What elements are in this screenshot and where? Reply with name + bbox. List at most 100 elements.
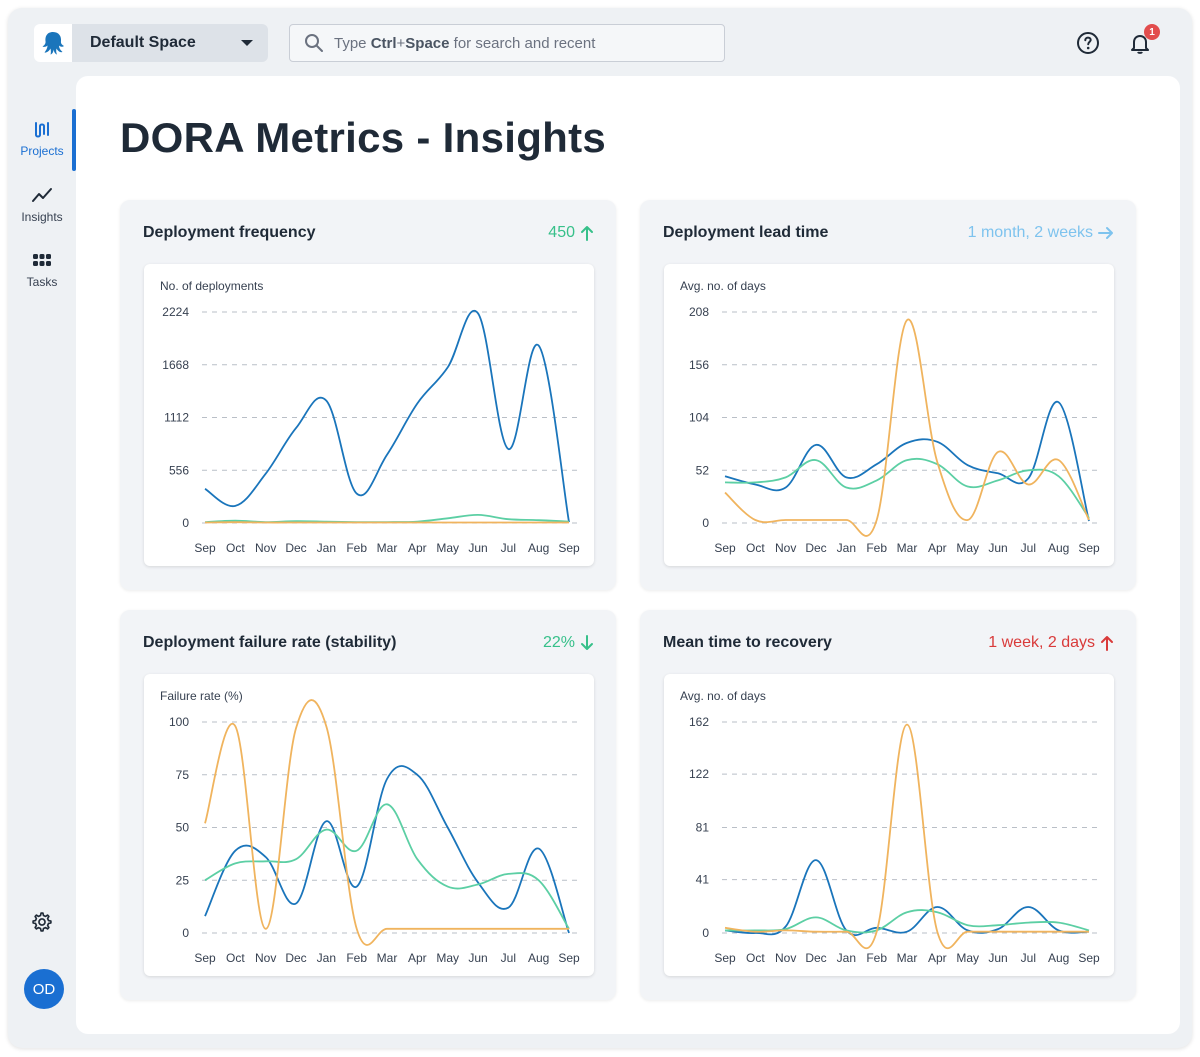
y-tick-label: 75	[176, 768, 190, 782]
x-tick-label: Oct	[746, 951, 765, 965]
chart-box: No. of deployments 0 556 1112 1668 2224 Sep Oct…	[144, 264, 594, 566]
search-placeholder-suffix: for search and recent	[449, 34, 596, 52]
sidebar-item-insights[interactable]: Insights	[8, 186, 76, 224]
y-tick-label: 556	[169, 463, 189, 477]
x-tick-label: Nov	[255, 951, 276, 965]
x-tick-label: Dec	[285, 541, 306, 555]
x-tick-label: Jul	[1021, 541, 1036, 555]
sidebar-item-label: Projects	[20, 144, 64, 158]
card-title: Mean time to recovery	[663, 634, 832, 651]
y-tick-label: 50	[176, 821, 190, 835]
x-tick-label: Jul	[1021, 951, 1036, 965]
deployment-lead-time-chart: Avg. no. of days 0 52 104 156 208 Sep Oct Nov Dec…	[680, 279, 1100, 555]
search-key-space: Space	[405, 34, 450, 52]
search-icon	[305, 34, 323, 52]
y-tick-label: 0	[702, 516, 709, 530]
x-tick-label: Sep	[558, 951, 580, 965]
x-tick-label: Jun	[468, 541, 487, 555]
sidebar-item-projects[interactable]: Projects	[8, 120, 76, 158]
x-tick-label: Aug	[528, 951, 549, 965]
series-line-green	[204, 513, 570, 523]
series-line-green	[724, 909, 1090, 934]
card-title: Deployment lead time	[663, 224, 829, 241]
y-tick-label: 0	[182, 516, 189, 530]
y-axis-label: No. of deployments	[160, 279, 263, 293]
y-tick-label: 25	[176, 873, 190, 887]
x-tick-label: Jun	[988, 951, 1007, 965]
x-tick-label: Jun	[988, 541, 1007, 555]
settings-gear-icon[interactable]	[31, 911, 53, 933]
search-placeholder: Type Ctrl+Space for search and recent	[334, 35, 595, 52]
series-line-orange	[724, 318, 1090, 537]
card-mean-time-to-recovery: Mean time to recovery 1 week, 2 days Avg…	[640, 610, 1136, 1000]
y-tick-label: 122	[689, 767, 709, 781]
x-tick-label: Jul	[501, 951, 516, 965]
sidebar-item-label: Insights	[21, 210, 63, 224]
y-tick-label: 0	[182, 926, 189, 940]
page-title: DORA Metrics - Insights	[120, 114, 607, 161]
y-axis-label: Avg. no. of days	[680, 279, 766, 293]
chart-box: Avg. no. of days 0 41 81 122 162 Sep Oct Nov Dec J…	[664, 674, 1114, 976]
search-key-ctrl: Ctrl	[370, 34, 397, 52]
search-placeholder-prefix: Type	[334, 34, 371, 52]
x-tick-label: Sep	[1078, 541, 1100, 555]
card-metric: 22%	[543, 634, 594, 652]
x-tick-label: Oct	[746, 541, 765, 555]
caret-down-icon	[241, 40, 253, 46]
y-tick-label: 100	[169, 715, 189, 729]
octopus-logo[interactable]	[34, 24, 72, 62]
series-line-blue	[204, 309, 570, 523]
y-axis-label: Avg. no. of days	[680, 689, 766, 703]
arrow-up-icon	[1101, 636, 1113, 651]
card-title: Deployment frequency	[143, 224, 316, 241]
sidebar-item-tasks[interactable]: Tasks	[8, 251, 76, 289]
card-metric-value: 1 week, 2 days	[988, 634, 1095, 651]
y-tick-label: 81	[696, 821, 710, 835]
x-tick-label: Nov	[775, 951, 796, 965]
x-tick-label: Jun	[468, 951, 487, 965]
user-avatar[interactable]: OD	[24, 969, 64, 1009]
space-selector[interactable]: Default Space	[72, 24, 268, 62]
search-input[interactable]: Type Ctrl+Space for search and recent	[289, 24, 725, 62]
series-line-blue	[724, 859, 1090, 937]
deployment-failure-rate-chart: Failure rate (%) 0 25 50 75 100 Sep Oct Nov Dec Ja…	[160, 689, 580, 965]
card-metric-value: 1 month, 2 weeks	[967, 224, 1093, 241]
series-line-green	[724, 457, 1090, 519]
octopus-logo-icon	[42, 32, 64, 55]
card-title: Deployment failure rate (stability)	[143, 634, 397, 651]
sidebar-active-indicator	[72, 109, 76, 171]
x-tick-label: Dec	[285, 951, 306, 965]
card-metric: 1 month, 2 weeks	[968, 224, 1114, 242]
x-tick-label: Jan	[317, 951, 336, 965]
x-tick-label: Apr	[408, 541, 427, 555]
x-tick-label: Aug	[1048, 951, 1069, 965]
x-tick-label: Jan	[837, 951, 856, 965]
x-tick-label: Sep	[714, 951, 736, 965]
x-tick-label: Sep	[194, 541, 216, 555]
card-metric-value: 450	[548, 224, 575, 241]
help-icon[interactable]	[1076, 31, 1100, 55]
y-tick-label: 0	[702, 926, 709, 940]
x-tick-label: Feb	[866, 541, 887, 555]
chart-box: Avg. no. of days 0 52 104 156 208 Sep Oct Nov Dec…	[664, 264, 1114, 566]
y-tick-label: 156	[689, 358, 709, 372]
notification-badge: 1	[1144, 24, 1160, 40]
x-tick-label: Feb	[346, 951, 367, 965]
x-tick-label: Feb	[866, 951, 887, 965]
arrow-right-icon	[1098, 227, 1113, 239]
card-metric-value: 22%	[542, 634, 575, 651]
notifications-bell-icon[interactable]	[1128, 31, 1152, 55]
y-axis-label: Failure rate (%)	[160, 689, 243, 703]
x-tick-label: Dec	[805, 951, 826, 965]
main-content: DORA Metrics - Insights Deployment frequ…	[76, 76, 1180, 1034]
x-tick-label: Feb	[346, 541, 367, 555]
x-tick-label: Aug	[1048, 541, 1069, 555]
x-tick-label: Sep	[1078, 951, 1100, 965]
search-key-plus: +	[396, 34, 406, 52]
tasks-icon	[33, 254, 51, 266]
x-tick-label: May	[436, 951, 459, 965]
x-tick-label: Apr	[928, 541, 947, 555]
card-deployment-frequency: Deployment frequency 450 No. of deployme…	[120, 200, 616, 590]
card-deployment-failure-rate: Deployment failure rate (stability) 22% …	[120, 610, 616, 1000]
series-line-green	[204, 803, 570, 930]
